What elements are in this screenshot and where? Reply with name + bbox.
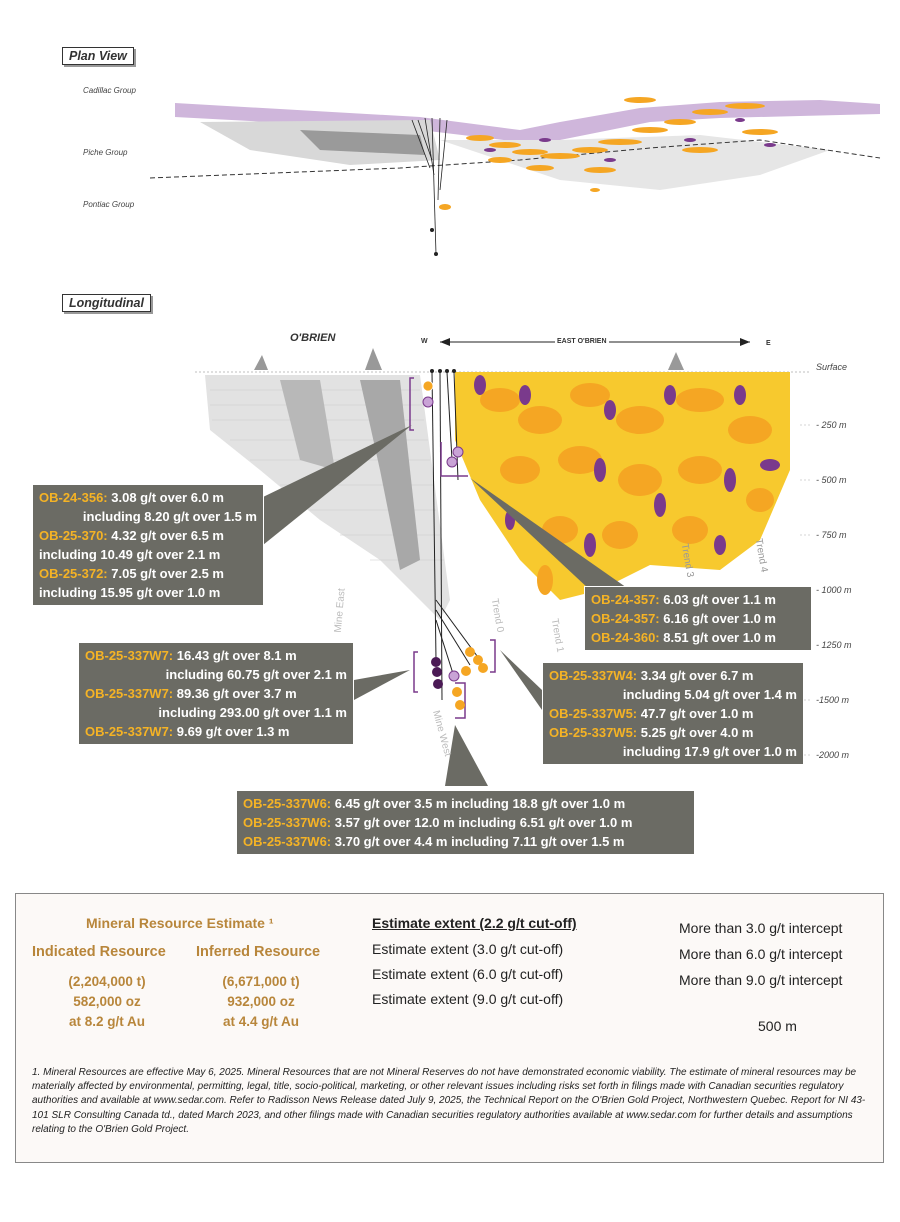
indicated-title: Indicated Resource [32, 944, 166, 960]
callout-line: including 293.00 g/t over 1.1 m [158, 705, 347, 720]
inferred-ounces: 932,000 oz [227, 994, 295, 1009]
west-label: W [421, 338, 428, 345]
callout-line: OB-25-337W6: 3.57 g/t over 12.0 m includ… [243, 815, 633, 830]
depth-250: - 250 m [816, 420, 847, 430]
callout-line: OB-24-357: 6.16 g/t over 1.0 m [591, 611, 776, 626]
headframe-icons [254, 348, 684, 370]
indicated-ounces: 582,000 oz [73, 994, 141, 1009]
callout-line: OB-25-337W5: 47.7 g/t over 1.0 m [549, 706, 754, 721]
legend-extent-9-0: Estimate extent (9.0 g/t cut-off) [372, 991, 564, 1007]
legend-extent-6-0: Estimate extent (6.0 g/t cut-off) [372, 966, 564, 982]
callout-line: OB-25-370: 4.32 g/t over 6.5 m [39, 528, 224, 543]
mine-dark-stope [360, 380, 420, 570]
depth-1000: - 1000 m [816, 585, 852, 595]
callout-line: OB-24-360: 8.51 g/t over 1.0 m [591, 630, 776, 645]
callout-line: OB-24-357: 6.03 g/t over 1.1 m [591, 592, 776, 607]
callout-line: including 5.04 g/t over 1.4 m [622, 687, 797, 702]
legend-intercept-9: More than 9.0 g/t intercept [679, 972, 843, 988]
indicated-values: (2,204,000 t) 582,000 oz at 8.2 g/t Au [42, 972, 172, 1032]
indicated-grade: at 8.2 g/t Au [68, 1014, 145, 1029]
callout-line: including 15.95 g/t over 1.0 m [39, 585, 221, 600]
legend-panel: Mineral Resource Estimate ¹ Indicated Re… [15, 893, 884, 1163]
scale-bar-label: 500 m [758, 1018, 797, 1034]
group-label-cadillac: Cadillac Group [83, 86, 136, 95]
depth-500: - 500 m [816, 475, 847, 485]
depth-1500: -1500 m [816, 695, 850, 705]
legend-intercept-3: More than 3.0 g/t intercept [679, 920, 843, 936]
depth-750: - 750 m [816, 530, 847, 540]
plan-purple-lenses [484, 118, 776, 162]
plan-ore-lenses [439, 97, 778, 210]
callout-line: OB-24-356: 3.08 g/t over 6.0 m [39, 490, 224, 505]
inferred-title: Inferred Resource [196, 944, 321, 960]
mine-dark-stope [280, 380, 335, 470]
mre-title: Mineral Resource Estimate ¹ [86, 915, 274, 931]
east-obrien-label: EAST O'BRIEN [555, 338, 609, 345]
callout-line: including 60.75 g/t over 2.1 m [165, 667, 347, 682]
callout-line: OB-25-337W7: 9.69 g/t over 1.3 m [85, 724, 290, 739]
plan-dark-workings [300, 130, 425, 155]
inferred-grade: at 4.4 g/t Au [222, 1014, 299, 1029]
footnote: 1. Mineral Resources are effective May 6… [32, 1067, 866, 1135]
group-label-piche: Piche Group [83, 148, 128, 157]
longitudinal-section [195, 338, 810, 786]
collar-points [430, 369, 456, 373]
callout-line: including 10.49 g/t over 2.1 m [39, 547, 221, 562]
plan-hole-end [434, 252, 438, 256]
indicated-tonnes: (2,204,000 t) [68, 974, 146, 989]
inferred-tonnes: (6,671,000 t) [222, 974, 300, 989]
callout-east-obrien: OB-24-357: 6.03 g/t over 1.1 m OB-24-357… [584, 586, 812, 651]
plan-grey-halo [440, 135, 830, 190]
group-label-pontiac: Pontiac Group [83, 200, 135, 209]
depth-1250: - 1250 m [816, 640, 852, 650]
callout-obrien-west: OB-24-356: 3.08 g/t over 6.0 m including… [32, 484, 264, 606]
depth-2000: -2000 m [816, 750, 850, 760]
depth-surface: Surface [816, 362, 848, 372]
callout-line: OB-25-337W7: 16.43 g/t over 8.1 m [85, 648, 297, 663]
intercept-dots [422, 380, 488, 710]
callout-line: OB-25-337W7: 89.36 g/t over 3.7 m [85, 686, 297, 701]
plan-view-map [149, 97, 881, 256]
callout-337w7: OB-25-337W7: 16.43 g/t over 8.1 m includ… [78, 642, 354, 745]
legend-extent-3-0: Estimate extent (3.0 g/t cut-off) [372, 941, 564, 957]
legend-extent-2-2: Estimate extent (2.2 g/t cut-off) [372, 915, 577, 931]
intercept-brackets [409, 377, 496, 719]
plan-drillholes [411, 117, 448, 255]
callout-337w6: OB-25-337W6: 6.45 g/t over 3.5 m includi… [236, 790, 695, 855]
estimate-extent-6-0 [474, 375, 780, 557]
callout-337w4-w5: OB-25-337W4: 3.34 g/t over 6.7 m includi… [542, 662, 804, 765]
plan-view-label: Plan View [62, 47, 134, 65]
callout-line: including 17.9 g/t over 1.0 m [622, 744, 797, 759]
callout-line: OB-25-337W6: 6.45 g/t over 3.5 m includi… [243, 796, 626, 811]
east-label: E [766, 340, 771, 347]
obrien-label: O'BRIEN [290, 332, 336, 344]
inferred-values: (6,671,000 t) 932,000 oz at 4.4 g/t Au [196, 972, 326, 1032]
callout-line: OB-25-372: 7.05 g/t over 2.5 m [39, 566, 224, 581]
callout-line: OB-25-337W6: 3.70 g/t over 4.4 m includi… [243, 834, 625, 849]
callout-pointers [263, 425, 630, 786]
plan-hole-end [430, 228, 434, 232]
callout-line: OB-25-337W4: 3.34 g/t over 6.7 m [549, 668, 754, 683]
legend-intercept-6: More than 6.0 g/t intercept [679, 946, 843, 962]
piche-contact-line [149, 139, 881, 179]
longitudinal-label: Longitudinal [62, 294, 151, 312]
callout-line: including 8.20 g/t over 1.5 m [82, 509, 257, 524]
callout-line: OB-25-337W5: 5.25 g/t over 4.0 m [549, 725, 754, 740]
